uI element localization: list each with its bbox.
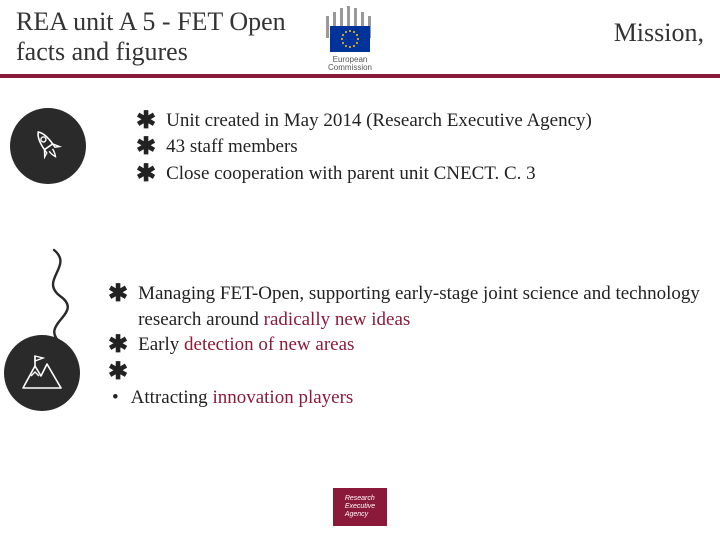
list-item: ✱ Close cooperation with parent unit CNE… xyxy=(136,161,592,187)
rea-badge-text: Research Executive Agency xyxy=(345,495,375,518)
list-item: ✱ xyxy=(108,359,704,385)
list-item-text: Close cooperation with parent unit CNECT… xyxy=(166,161,536,187)
list-item: ✱ 43 staff members xyxy=(136,134,592,160)
star-bullet-icon: ✱ xyxy=(136,134,156,160)
header-title-right: Mission, xyxy=(614,18,704,48)
star-bullet-icon: ✱ xyxy=(136,108,156,134)
list-item: • Attracting innovation players xyxy=(108,385,704,411)
section-mission: ✱ Managing FET-Open, supporting early-sta… xyxy=(16,281,704,411)
list-item-text: 43 staff members xyxy=(166,134,298,160)
facts-list: ✱ Unit created in May 2014 (Research Exe… xyxy=(136,108,592,187)
ec-logo-text: European Commission xyxy=(328,56,372,72)
ec-logo: European Commission xyxy=(300,6,400,72)
star-bullet-icon: ✱ xyxy=(108,359,128,385)
list-item: ✱ Unit created in May 2014 (Research Exe… xyxy=(136,108,592,134)
section-facts: ✱ Unit created in May 2014 (Research Exe… xyxy=(16,108,704,187)
slide-header: REA unit A 5 - FET Open facts and figure… xyxy=(0,0,720,78)
eu-flag-icon xyxy=(330,26,370,52)
list-item-text: Managing FET-Open, supporting early-stag… xyxy=(138,281,704,332)
list-item: ✱ Managing FET-Open, supporting early-sta… xyxy=(108,281,704,332)
rea-badge: Research Executive Agency xyxy=(333,488,387,526)
star-bullet-icon: ✱ xyxy=(108,281,128,307)
list-item: ✱ Early detection of new areas xyxy=(108,332,704,358)
list-item-text: Unit created in May 2014 (Research Execu… xyxy=(166,108,592,134)
slide-content: ✱ Unit created in May 2014 (Research Exe… xyxy=(0,78,720,411)
list-item-text: Attracting innovation players xyxy=(131,385,354,411)
header-title-left: REA unit A 5 - FET Open facts and figure… xyxy=(16,7,316,67)
star-bullet-icon: ✱ xyxy=(108,332,128,358)
mission-list: ✱ Managing FET-Open, supporting early-sta… xyxy=(108,281,704,411)
star-bullet-icon: ✱ xyxy=(136,161,156,187)
dot-bullet-icon: • xyxy=(112,385,119,411)
rocket-icon xyxy=(10,108,86,184)
squiggle-connector-icon xyxy=(34,246,94,366)
list-item-text: Early detection of new areas xyxy=(138,332,354,358)
